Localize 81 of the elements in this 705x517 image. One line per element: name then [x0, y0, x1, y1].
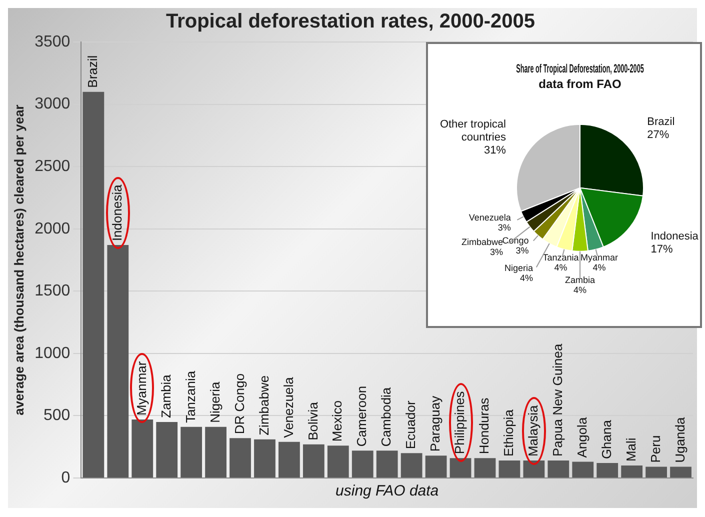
bar [82, 92, 104, 478]
bar [498, 460, 520, 478]
bar [107, 245, 129, 478]
slice-label: Congo [502, 236, 529, 246]
bar [425, 456, 447, 478]
data-label: 4% [592, 262, 606, 272]
bar [254, 439, 276, 478]
x-tick-label: Tanzania [182, 370, 198, 423]
x-tick-label: Cameroon [354, 386, 370, 447]
slice-label: Other tropical countries [440, 118, 506, 144]
y-tick-label: 500 [43, 407, 70, 424]
bar [180, 426, 202, 478]
x-tick-label: Uganda [672, 416, 688, 463]
slice-label: Nigeria [504, 262, 534, 273]
slice-label: Zambia [564, 274, 596, 285]
chart-title: Tropical deforestation rates, 2000-2005 [166, 10, 536, 33]
x-tick-label: Zimbabwe [256, 375, 272, 436]
x-tick-label: Cambodia [378, 386, 394, 447]
x-tick-label: Philippines [452, 390, 468, 454]
data-label: 4% [554, 262, 568, 272]
bar [400, 453, 422, 478]
y-tick-label: 0 [61, 469, 70, 486]
bar [230, 438, 251, 478]
bar [278, 442, 300, 478]
x-tick-label: Paraguay [428, 395, 443, 452]
bar [548, 460, 570, 478]
x-tick-label: Honduras [476, 397, 492, 454]
bar [156, 422, 178, 478]
slice-label: Indonesia [650, 230, 700, 242]
x-tick-label: Zambia [158, 374, 174, 418]
slice-label: Brazil [647, 116, 675, 128]
x-tick-label: Malaysia [526, 404, 541, 457]
bar [205, 426, 226, 478]
y-tick-label: 2000 [34, 220, 70, 238]
bar [646, 466, 667, 478]
x-tick-label: Venezuela [280, 376, 296, 438]
x-tick-label: Mexico [330, 400, 345, 442]
y-tick-label: 3500 [34, 33, 70, 50]
bar [670, 466, 692, 478]
data-label: 31% [484, 144, 506, 157]
x-tick-label: Bolivia [305, 401, 320, 440]
y-tick-label: 1000 [34, 344, 70, 362]
slice-label: Tanzania [542, 252, 579, 262]
data-label: 4% [520, 272, 534, 283]
slice-label: Myanmar [580, 252, 618, 262]
x-tick-label: DR Congo [232, 373, 247, 434]
data-label: 3% [516, 246, 529, 256]
bar [474, 458, 496, 478]
slice-label: Zimbabwe [461, 237, 503, 248]
x-tick-label: Myanmar [134, 360, 149, 416]
y-tick-label: 3000 [34, 96, 70, 113]
bar [302, 444, 324, 478]
chart-title: Share of Tropical Deforestation, 2000-2005 [516, 62, 644, 76]
x-tick-label: Ethiopia [501, 408, 516, 457]
data-label: 4% [573, 284, 587, 295]
x-tick-label: Papua New Guinea [550, 343, 565, 457]
x-tick-label: Ghana [598, 419, 614, 460]
bar [327, 446, 349, 478]
data-label: 3% [498, 222, 511, 233]
data-label: 27% [647, 129, 670, 142]
bar [376, 450, 398, 478]
bar [572, 462, 594, 478]
x-tick-label: Peru [648, 435, 663, 463]
x-tick-label: Angola [574, 416, 590, 458]
y-tick-label: 2500 [34, 158, 70, 175]
x-tick-label: Mali [623, 438, 638, 462]
y-axis-title: average area (thousand hectares) cleared per year [11, 104, 26, 416]
x-tick-label: Nigeria [207, 380, 222, 423]
bar [523, 460, 545, 478]
bar [352, 450, 374, 478]
text: using FAO data [336, 482, 439, 500]
slice-label: Venezuela [468, 212, 511, 223]
bar [621, 466, 643, 478]
bar [450, 458, 472, 478]
x-tick-label: Ecuador [403, 400, 418, 450]
y-tick-label: 1500 [34, 282, 70, 300]
chart-subtitle: data from FAO [538, 76, 622, 91]
data-label: 3% [490, 247, 503, 258]
bar [132, 419, 154, 478]
bar [596, 463, 618, 478]
data-label: 17% [650, 243, 673, 256]
